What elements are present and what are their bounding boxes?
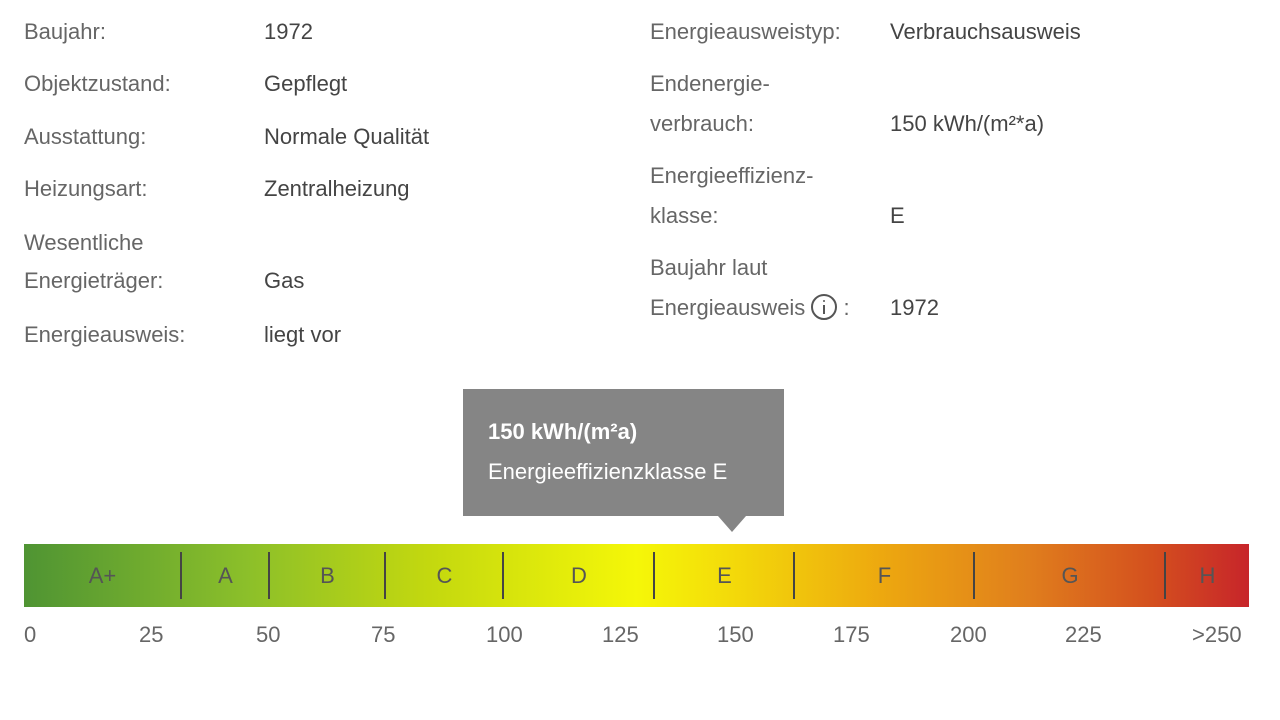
class-segment-d: D — [571, 563, 587, 588]
detail-label-line2: verbrauch: — [650, 111, 754, 136]
detail-label: Energieausweis: — [24, 322, 186, 347]
detail-label: Baujahr: — [24, 19, 106, 44]
class-segment-a-plus: A+ — [88, 563, 117, 588]
detail-label-line2: Energieträger: — [24, 268, 164, 293]
class-divider — [502, 552, 504, 599]
detail-label-line1: Energieeffizienz- — [650, 163, 814, 188]
detail-value: liegt vor — [264, 322, 342, 347]
detail-value: 1972 — [264, 19, 313, 44]
class-divider — [653, 552, 655, 599]
detail-value: Normale Qualität — [264, 124, 430, 149]
detail-label: Ausstattung: — [24, 124, 147, 149]
tick-label: >250 — [1192, 622, 1242, 647]
detail-label-line1: Endenergie- — [650, 71, 770, 96]
detail-value: Gas — [264, 268, 305, 293]
detail-label-text: Energieausweis — [650, 295, 806, 320]
tick-label: 125 — [602, 622, 639, 647]
detail-label: Heizungsart: — [24, 176, 148, 201]
detail-label-line2: Energieausweis : — [650, 288, 850, 328]
class-segment-c: C — [436, 563, 453, 588]
detail-value: Verbrauchsausweis — [890, 19, 1081, 44]
class-divider — [384, 552, 386, 599]
scale-tick-labels: 0 25 50 75 100 125 150 175 200 225 >250 — [0, 620, 1280, 650]
class-segment-e: E — [717, 563, 732, 588]
energy-value-tooltip: 150 kWh/(m²a) Energieeffizienzklasse E — [463, 389, 784, 516]
tick-label: 150 — [717, 622, 754, 647]
detail-label: Energieausweistyp: — [650, 19, 841, 44]
tick-label: 25 — [139, 622, 164, 647]
detail-label-line1: Baujahr laut — [650, 255, 768, 280]
tick-label: 200 — [950, 622, 987, 647]
tick-label: 225 — [1065, 622, 1102, 647]
tick-label: 175 — [833, 622, 870, 647]
class-divider — [973, 552, 975, 599]
energy-efficiency-scale: A+ A B C D E F G H — [24, 544, 1249, 607]
detail-value: E — [890, 203, 905, 228]
detail-label: Objektzustand: — [24, 71, 171, 96]
tick-label: 50 — [256, 622, 281, 647]
info-icon[interactable] — [811, 294, 838, 321]
detail-value: Gepflegt — [264, 71, 348, 96]
class-divider — [180, 552, 182, 599]
class-segment-f: F — [877, 563, 892, 588]
tick-label: 100 — [486, 622, 523, 647]
class-segment-h: H — [1199, 563, 1216, 588]
detail-value: 150 kWh/(m²*a) — [890, 111, 1045, 136]
label-colon: : — [843, 295, 850, 320]
detail-value: Zentralheizung — [264, 176, 410, 201]
tick-label: 0 — [24, 622, 37, 647]
class-segment-a: A — [218, 563, 233, 588]
detail-label-line2: klasse: — [650, 203, 719, 228]
tooltip-class: Energieeffizienzklasse E — [488, 459, 728, 484]
class-divider — [793, 552, 795, 599]
detail-label-line1: Wesentliche — [24, 230, 144, 255]
tooltip-value: 150 kWh/(m²a) — [488, 419, 638, 444]
class-segment-b: B — [320, 563, 335, 588]
tick-label: 75 — [371, 622, 396, 647]
class-segment-g: G — [1061, 563, 1079, 588]
detail-value: 1972 — [890, 295, 939, 320]
class-divider — [268, 552, 270, 599]
tooltip-pointer — [718, 516, 746, 532]
class-divider — [1164, 552, 1166, 599]
